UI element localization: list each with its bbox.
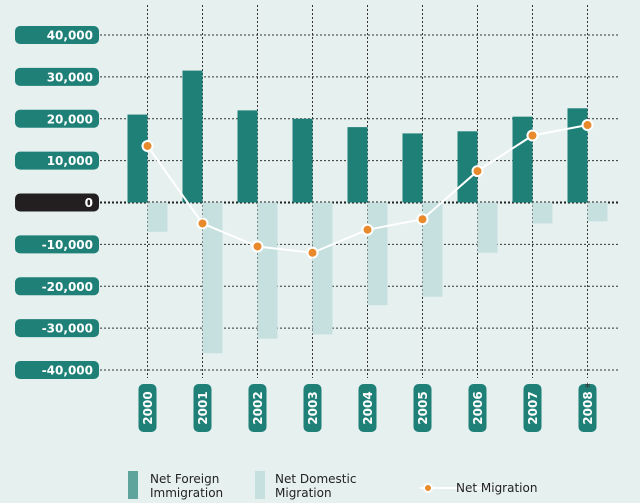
y-tick-label: -30,000 <box>42 322 93 336</box>
y-tick-box <box>15 193 99 212</box>
legend-label: Net Domestic Migration <box>275 472 357 500</box>
net-marker <box>196 217 209 230</box>
y-tick-box <box>15 319 99 338</box>
y-tick-label: 40,000 <box>47 29 93 43</box>
x-tick-label: 2006 <box>471 391 485 424</box>
y-tick-label: 20,000 <box>47 112 93 126</box>
bar <box>147 202 168 232</box>
bar <box>477 202 498 253</box>
bar <box>237 110 258 203</box>
y-tick-box <box>15 361 99 379</box>
x-tick-box <box>523 384 542 432</box>
net-marker <box>141 139 154 152</box>
bar <box>202 202 223 354</box>
net-marker <box>581 119 594 132</box>
x-tick-label: 2008 <box>581 391 595 424</box>
bar <box>182 70 203 203</box>
x-tick-box <box>138 384 157 432</box>
net-marker <box>526 129 539 142</box>
bar <box>532 202 553 224</box>
net-marker <box>251 240 264 253</box>
y-tick-label: -40,000 <box>42 364 93 378</box>
bar <box>587 202 608 222</box>
y-tick-box <box>15 109 99 128</box>
legend-swatch <box>128 471 138 499</box>
net-marker <box>416 213 429 226</box>
legend-label: Net Foreign Immigration <box>150 472 224 500</box>
x-tick-box <box>248 384 267 432</box>
x-tick-box <box>413 384 432 432</box>
y-tick-box <box>15 26 99 44</box>
y-tick-label: -20,000 <box>42 280 93 294</box>
bar <box>402 133 423 203</box>
bar <box>347 127 368 203</box>
y-tick-box <box>15 67 99 86</box>
bar <box>512 116 533 203</box>
legend-marker <box>423 483 433 493</box>
x-tick-box <box>303 384 322 432</box>
net-marker <box>306 246 319 259</box>
y-tick-label: 30,000 <box>47 70 93 84</box>
bar <box>292 118 313 203</box>
x-tick-label: 2000 <box>141 391 155 424</box>
net-marker <box>471 165 484 178</box>
bar <box>367 202 388 306</box>
x-tick-box <box>578 384 597 432</box>
bar <box>422 202 443 297</box>
x-tick-box <box>468 384 487 432</box>
bar <box>257 202 278 339</box>
y-tick-label: 0 <box>85 196 93 210</box>
x-tick-label: 2005 <box>416 391 430 424</box>
x-tick-label: 2007 <box>526 391 540 424</box>
x-tick-label: 2002 <box>251 391 265 424</box>
y-tick-box <box>15 235 99 254</box>
annotation: * <box>585 381 591 395</box>
x-tick-box <box>193 384 212 432</box>
y-tick-box <box>15 277 99 296</box>
bar <box>312 202 333 335</box>
legend-label: Net Migration <box>456 481 538 495</box>
x-tick-label: 2001 <box>196 391 210 424</box>
y-tick-label: -10,000 <box>42 238 93 252</box>
y-tick-box <box>15 151 99 170</box>
y-tick-label: 10,000 <box>47 154 93 168</box>
legend-swatch <box>255 471 265 499</box>
x-tick-box <box>358 384 377 432</box>
x-tick-label: 2003 <box>306 391 320 424</box>
net-marker <box>361 223 374 236</box>
x-tick-label: 2004 <box>361 391 375 424</box>
bar <box>127 114 148 203</box>
bar <box>567 108 588 203</box>
